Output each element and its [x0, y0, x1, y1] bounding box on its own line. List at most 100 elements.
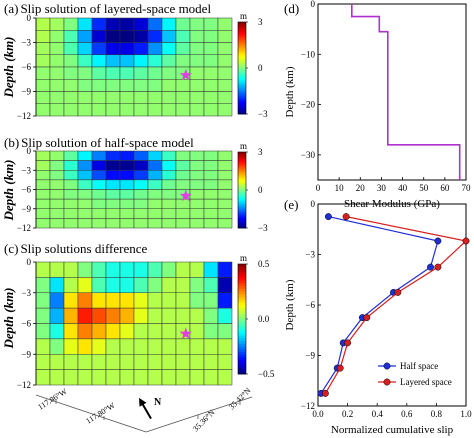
slip-cell: [105, 323, 121, 340]
slip-cell: [91, 54, 107, 68]
slip-cell: [91, 170, 107, 181]
slip-cell: [91, 79, 107, 92]
slip-cell: [161, 54, 177, 68]
slip-cell: [133, 307, 149, 324]
slip-cell: [77, 79, 93, 92]
slip-cell: [133, 150, 149, 161]
colorbar-step: [238, 214, 246, 217]
slip-cell: [91, 91, 107, 104]
colorbar-step: [238, 88, 246, 92]
colorbar-step: [238, 42, 246, 46]
colorbar-step: [238, 201, 246, 204]
slip-cell: [161, 369, 177, 386]
slip-cell: [147, 160, 163, 171]
slip-cell: [119, 179, 135, 190]
slip-cell: [189, 261, 205, 278]
slip-cell: [63, 150, 79, 161]
slip-cell: [63, 323, 79, 340]
slip-cell: [35, 354, 51, 370]
slip-cell: [91, 218, 107, 229]
slip-cell: [105, 91, 121, 104]
colorbar-c: m 0.5 0.0 −0.5: [237, 253, 275, 379]
slip-cell: [175, 369, 191, 386]
slip-cell: [77, 170, 93, 181]
slip-cell: [161, 42, 177, 55]
colorbar-step: [238, 360, 246, 364]
slip-cell: [35, 79, 51, 92]
slip-cell: [203, 354, 219, 370]
slip-cell: [49, 338, 65, 355]
colorbar-step: [238, 107, 246, 110]
colorbar-step: [238, 210, 246, 214]
colorbar-step: [238, 191, 246, 195]
slip-cell: [77, 150, 93, 161]
slip-cell: [35, 54, 51, 68]
slip-cell: [147, 338, 163, 355]
colorbar-step: [238, 95, 246, 99]
map-annotations: 117.86°W 117.80°W 35.36°N 35.42°N N: [35, 386, 253, 433]
slip-cell: [217, 208, 233, 219]
slip-cell: [217, 54, 233, 68]
colorbar-step: [238, 218, 246, 221]
colorbar-step: [238, 171, 246, 174]
slip-cell: [175, 30, 191, 43]
slip-cell: [217, 277, 233, 294]
slip-cell: [203, 338, 219, 355]
slip-cell: [49, 160, 65, 171]
series-point-1: [434, 263, 442, 271]
slip-cell: [217, 189, 233, 200]
slip-cell: [35, 323, 51, 340]
colorbar-step: [238, 100, 246, 103]
slip-cell: [161, 66, 177, 80]
slip-cell: [105, 170, 121, 181]
colorbar-step: [238, 338, 246, 342]
colorbar-step: [238, 209, 246, 212]
slip-cell: [133, 79, 149, 92]
y-tick-label: −9: [21, 349, 31, 359]
colorbar-step: [238, 212, 246, 216]
x-tick-label: 70: [462, 183, 472, 193]
slip-cell: [119, 160, 135, 171]
slip-cell: [133, 323, 149, 340]
slip-cell: [119, 307, 135, 324]
y-tick-label: −6: [21, 62, 31, 72]
slip-cell: [91, 17, 107, 31]
slip-cell: [49, 198, 65, 210]
colorbar-step: [238, 302, 246, 306]
slip-cell: [49, 91, 65, 104]
slip-cell: [203, 277, 219, 294]
colorbar-step: [238, 54, 246, 57]
slip-cell: [161, 307, 177, 324]
slip-cell: [63, 292, 79, 309]
slip-cell: [63, 91, 79, 104]
slip-cell: [77, 218, 93, 229]
colorbar-step: [238, 341, 246, 345]
slip-cell: [203, 307, 219, 324]
slip-cell: [119, 79, 135, 92]
slip-cell: [189, 198, 205, 210]
colorbar-tick-label: 3: [258, 147, 263, 157]
slip-cell: [217, 150, 233, 161]
colorbar-step: [238, 178, 246, 181]
colorbar-step: [238, 305, 246, 309]
slip-cell: [217, 218, 233, 229]
colorbar-step: [238, 363, 246, 367]
y-tick-label: 0: [27, 146, 32, 156]
slip-cell: [147, 354, 163, 370]
colorbar-step: [238, 70, 246, 73]
slip-cell: [63, 354, 79, 370]
hypocenter-star-icon: [179, 189, 192, 202]
x-tick-label: 40: [398, 183, 408, 193]
slip-cell: [161, 189, 177, 200]
colorbar-step: [238, 172, 246, 176]
panel-a-ylabel: Depth (km): [1, 36, 16, 98]
colorbar-step: [238, 104, 246, 108]
panel-e-label: (e): [284, 197, 298, 212]
slip-cell: [35, 170, 51, 181]
svg-text:(a)Slip solution of layered-sp: (a) Slip solution of layered-space model: [4, 1, 211, 16]
slip-cell: [77, 189, 93, 200]
panel-b: (b) Slip solution of half-space model Dep…: [1, 135, 268, 233]
slip-cell: [49, 150, 65, 161]
slip-cell: [63, 307, 79, 324]
slip-cell: [119, 150, 135, 161]
